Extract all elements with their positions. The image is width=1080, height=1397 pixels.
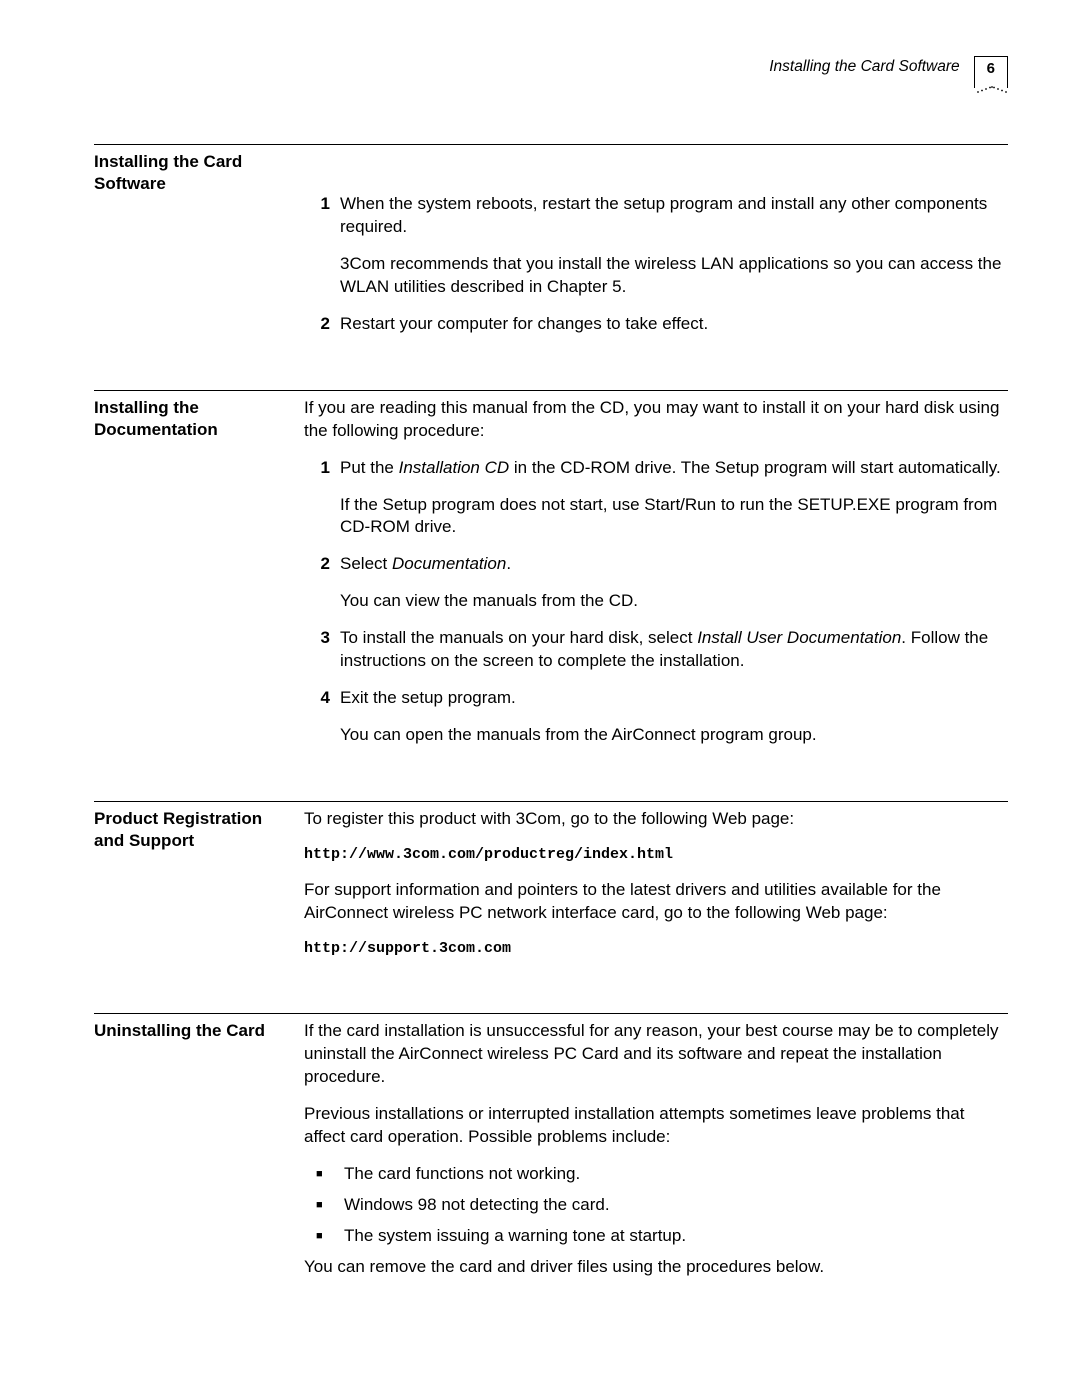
square-bullet-icon: ■ (316, 1194, 344, 1217)
bullet-text: The card functions not working. (344, 1163, 1008, 1186)
step-number: 4 (304, 687, 340, 747)
section-body: 1When the system reboots, restart the se… (304, 151, 1008, 350)
step-number: 2 (304, 313, 340, 336)
step-body: Exit the setup program. You can open the … (340, 687, 1008, 747)
text-run: in the CD-ROM drive. The Setup program w… (509, 458, 1001, 477)
step-body: Put the Installation CD in the CD-ROM dr… (340, 457, 1008, 540)
step-number: 1 (304, 457, 340, 540)
section-body: To register this product with 3Com, go t… (304, 808, 1008, 973)
section-heading: Installing the Card Software (94, 151, 304, 195)
step-body: When the system reboots, restart the set… (340, 193, 1008, 299)
paragraph: You can remove the card and driver files… (304, 1256, 1008, 1279)
step-number: 2 (304, 553, 340, 613)
section-heading: Product Registration and Support (94, 808, 304, 852)
paragraph: To register this product with 3Com, go t… (304, 808, 1008, 831)
step-continuation: You can view the manuals from the CD. (340, 590, 1008, 613)
section-rule (94, 390, 1008, 391)
bullet-text: The system issuing a warning tone at sta… (344, 1225, 1008, 1248)
bullet-item: ■Windows 98 not detecting the card. (304, 1194, 1008, 1217)
paragraph: Previous installations or interrupted in… (304, 1103, 1008, 1149)
step-continuation: 3Com recommends that you install the wir… (340, 253, 1008, 299)
square-bullet-icon: ■ (316, 1225, 344, 1248)
numbered-item: 2Restart your computer for changes to ta… (304, 313, 1008, 336)
page-number: 6 (987, 60, 995, 77)
text-run: Select (340, 554, 392, 573)
section-rule (94, 801, 1008, 802)
page-header: Installing the Card Software 6 (94, 56, 1008, 88)
step-text: To install the manuals on your hard disk… (340, 627, 1008, 673)
step-body: Select Documentation. You can view the ma… (340, 553, 1008, 613)
bullet-item: ■The card functions not working. (304, 1163, 1008, 1186)
text-run: Install User Documentation (697, 628, 901, 647)
section: Product Registration and SupportTo regis… (94, 808, 1008, 973)
paragraph: If you are reading this manual from the … (304, 397, 1008, 443)
spacer (304, 151, 1008, 193)
step-text: Put the Installation CD in the CD-ROM dr… (340, 457, 1008, 480)
numbered-item: 1When the system reboots, restart the se… (304, 193, 1008, 299)
bullet-item: ■The system issuing a warning tone at st… (304, 1225, 1008, 1248)
step-text: When the system reboots, restart the set… (340, 193, 1008, 239)
numbered-item: 4Exit the setup program. You can open the… (304, 687, 1008, 747)
section-heading: Uninstalling the Card (94, 1020, 304, 1042)
section-rule (94, 1013, 1008, 1014)
paragraph: If the card installation is unsuccessful… (304, 1020, 1008, 1089)
url-text: http://support.3com.com (304, 939, 1008, 959)
page-dots-icon (975, 84, 1007, 94)
numbered-item: 1Put the Installation CD in the CD-ROM d… (304, 457, 1008, 540)
section-body: If you are reading this manual from the … (304, 397, 1008, 761)
text-run: . (506, 554, 511, 573)
text-run: Put the (340, 458, 399, 477)
step-body: To install the manuals on your hard disk… (340, 627, 1008, 673)
step-text: Select Documentation. (340, 553, 1008, 576)
step-number: 3 (304, 627, 340, 673)
step-text: Exit the setup program. (340, 687, 1008, 710)
section: Installing the Card Software1When the sy… (94, 151, 1008, 350)
url-text: http://www.3com.com/productreg/index.htm… (304, 845, 1008, 865)
section-heading: Installing the Documentation (94, 397, 304, 441)
numbered-item: 3To install the manuals on your hard dis… (304, 627, 1008, 673)
step-continuation: If the Setup program does not start, use… (340, 494, 1008, 540)
page-content: Installing the Card Software1When the sy… (94, 144, 1008, 1293)
numbered-item: 2Select Documentation. You can view the m… (304, 553, 1008, 613)
step-text: Restart your computer for changes to tak… (340, 313, 1008, 336)
section: Installing the DocumentationIf you are r… (94, 397, 1008, 761)
text-run: Installation CD (399, 458, 510, 477)
header-breadcrumb: Installing the Card Software (769, 56, 959, 76)
section: Uninstalling the CardIf the card install… (94, 1020, 1008, 1292)
step-body: Restart your computer for changes to tak… (340, 313, 1008, 336)
square-bullet-icon: ■ (316, 1163, 344, 1186)
section-rule (94, 144, 1008, 145)
text-run: To install the manuals on your hard disk… (340, 628, 697, 647)
bullet-text: Windows 98 not detecting the card. (344, 1194, 1008, 1217)
step-continuation: You can open the manuals from the AirCon… (340, 724, 1008, 747)
step-number: 1 (304, 193, 340, 299)
page-number-box: 6 (974, 56, 1008, 88)
text-run: Documentation (392, 554, 506, 573)
paragraph: For support information and pointers to … (304, 879, 1008, 925)
section-body: If the card installation is unsuccessful… (304, 1020, 1008, 1292)
